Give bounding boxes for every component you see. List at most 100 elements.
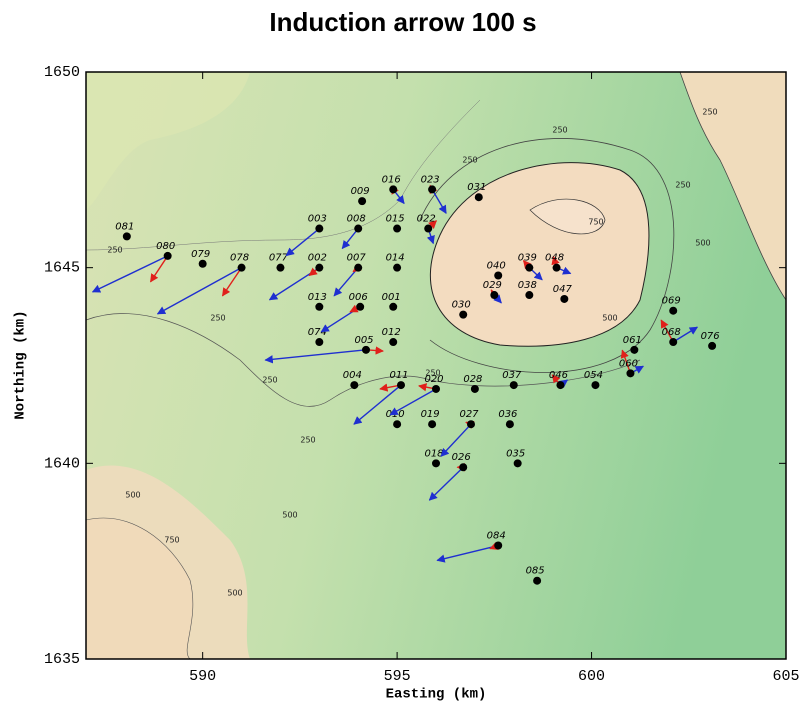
station-label: 001 <box>382 292 401 303</box>
station-label: 011 <box>389 370 408 381</box>
station <box>708 342 716 350</box>
station-label: 080 <box>156 241 175 252</box>
station <box>315 303 323 311</box>
station <box>432 459 440 467</box>
station-label: 060 <box>619 358 638 369</box>
station-label: 030 <box>452 300 471 311</box>
station <box>428 420 436 428</box>
station <box>389 185 397 193</box>
station <box>475 193 483 201</box>
station-label: 029 <box>483 280 502 291</box>
y-tick-label: 1640 <box>44 455 80 472</box>
station <box>424 225 432 233</box>
contour-label: 250 <box>552 126 567 135</box>
station-label: 031 <box>467 182 486 193</box>
x-tick-label: 595 <box>384 668 411 685</box>
x-axis-label: Easting (km) <box>386 687 487 703</box>
contour-label: 250 <box>300 436 315 445</box>
station <box>315 338 323 346</box>
y-tick-label: 1635 <box>44 651 80 668</box>
station-label: 084 <box>487 531 506 542</box>
contour-label: 250 <box>107 246 122 255</box>
contour-label: 250 <box>675 181 690 190</box>
contour-label: 250 <box>702 108 717 117</box>
station <box>459 311 467 319</box>
station-label: 008 <box>347 214 366 225</box>
contour-label: 500 <box>602 314 617 323</box>
station <box>393 420 401 428</box>
station <box>467 420 475 428</box>
station <box>556 381 564 389</box>
station <box>525 291 533 299</box>
station-label: 035 <box>506 448 525 459</box>
station-label: 012 <box>382 327 401 338</box>
station <box>356 303 364 311</box>
station <box>276 264 284 272</box>
station <box>164 252 172 260</box>
station-label: 015 <box>386 214 405 225</box>
station <box>238 264 246 272</box>
contour-label: 500 <box>227 589 242 598</box>
station <box>525 264 533 272</box>
station-label: 077 <box>269 253 289 264</box>
station <box>533 577 541 585</box>
contour-label: 750 <box>588 218 603 227</box>
y-tick-label: 1645 <box>44 260 80 277</box>
x-tick-label: 590 <box>189 668 216 685</box>
station-label: 079 <box>191 249 210 260</box>
station-label: 006 <box>349 292 368 303</box>
station-label: 003 <box>308 214 327 225</box>
station <box>494 271 502 279</box>
station-label: 020 <box>424 374 443 385</box>
station-label: 016 <box>382 174 401 185</box>
station-label: 046 <box>549 370 568 381</box>
station <box>471 385 479 393</box>
station <box>354 264 362 272</box>
station <box>459 463 467 471</box>
station-label: 069 <box>662 296 681 307</box>
station <box>506 420 514 428</box>
station-label: 039 <box>518 253 537 264</box>
station <box>626 369 634 377</box>
station <box>389 303 397 311</box>
station <box>393 264 401 272</box>
station <box>354 225 362 233</box>
station-label: 028 <box>463 374 482 385</box>
station <box>514 459 522 467</box>
terrain <box>86 72 786 659</box>
contour-label: 500 <box>695 239 710 248</box>
contour-label: 750 <box>164 536 179 545</box>
station-label: 027 <box>459 409 479 420</box>
station-label: 054 <box>584 370 603 381</box>
station-label: 038 <box>518 280 537 291</box>
station-label: 074 <box>308 327 327 338</box>
station <box>490 291 498 299</box>
station <box>397 381 405 389</box>
contour-label: 500 <box>282 511 297 520</box>
station <box>362 346 370 354</box>
station <box>669 338 677 346</box>
station-label: 061 <box>623 335 642 346</box>
station-label: 047 <box>553 284 573 295</box>
station-label: 014 <box>386 253 405 264</box>
station <box>350 381 358 389</box>
map-figure: Induction arrow 100 s Easting (km) North… <box>0 0 806 706</box>
station-label: 010 <box>386 409 405 420</box>
station-label: 081 <box>115 221 134 232</box>
station-label: 026 <box>452 452 471 463</box>
station <box>432 385 440 393</box>
station-label: 022 <box>417 214 436 225</box>
station-label: 037 <box>502 370 522 381</box>
station-label: 009 <box>351 186 370 197</box>
station <box>199 260 207 268</box>
station <box>669 307 677 315</box>
y-axis-label: Northing (km) <box>13 310 29 419</box>
station <box>591 381 599 389</box>
station-label: 040 <box>487 260 506 271</box>
station-label: 018 <box>424 448 443 459</box>
station-label: 007 <box>347 253 367 264</box>
station <box>393 225 401 233</box>
y-tick-label: 1650 <box>44 64 80 81</box>
station-label: 005 <box>354 335 373 346</box>
station-label: 013 <box>308 292 327 303</box>
